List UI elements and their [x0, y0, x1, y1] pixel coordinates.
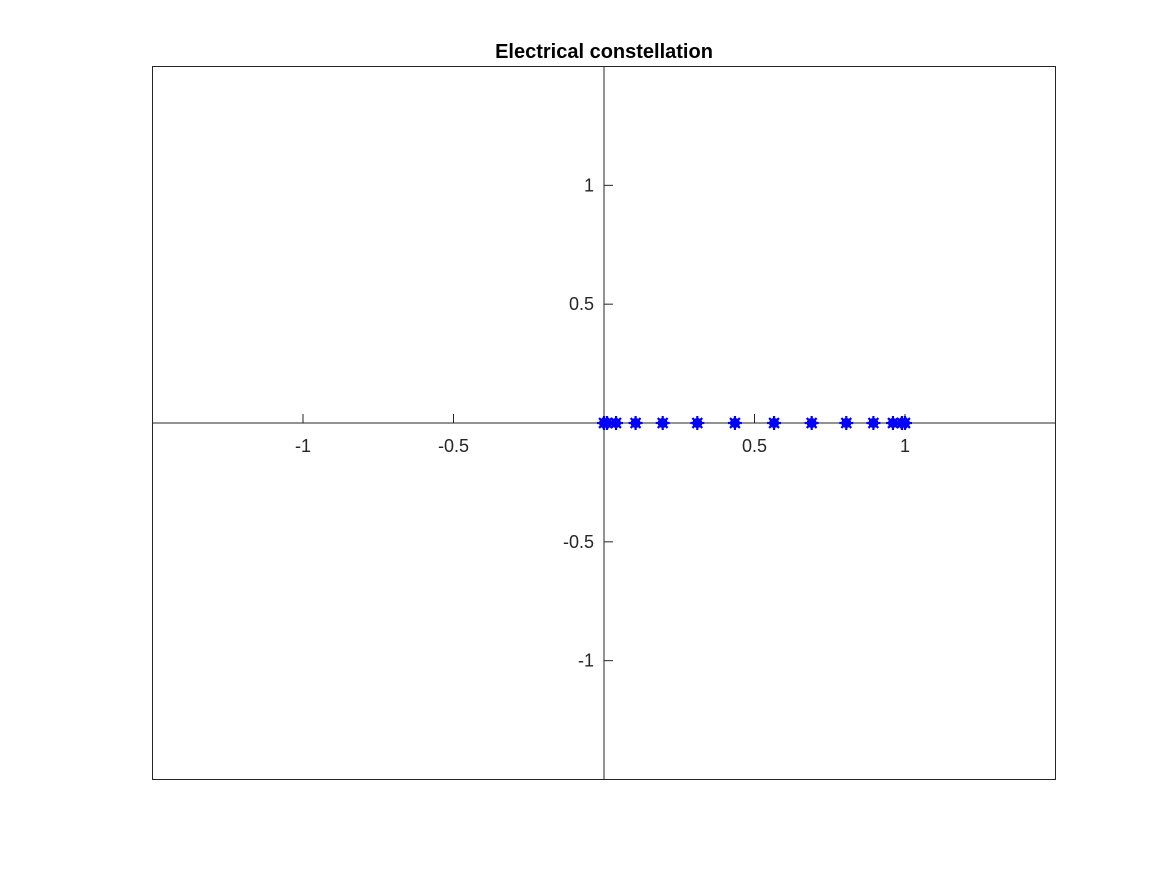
y-tick-label: -0.5 [563, 532, 594, 552]
x-ticks: -1 -0.5 0.5 1 [295, 414, 910, 456]
y-tick-label: 1 [584, 175, 594, 195]
data-point [609, 416, 624, 430]
data-point [628, 416, 643, 430]
data-point [839, 416, 854, 430]
data-point [804, 416, 819, 430]
data-point [767, 416, 782, 430]
x-tick-label: 1 [900, 436, 910, 456]
data-point [727, 416, 742, 430]
data-point [898, 416, 912, 430]
y-tick-label: -1 [578, 651, 594, 671]
y-ticks: 1 0.5 -0.5 -1 [563, 175, 613, 671]
data-point [690, 416, 705, 430]
y-tick-label: 0.5 [569, 294, 594, 314]
x-tick-label: -0.5 [438, 436, 469, 456]
x-tick-label: -1 [295, 436, 311, 456]
data-points [597, 416, 912, 430]
x-tick-label: 0.5 [742, 436, 767, 456]
data-point [655, 416, 670, 430]
data-point [866, 416, 881, 430]
chart-title: Electrical constellation [495, 41, 713, 63]
